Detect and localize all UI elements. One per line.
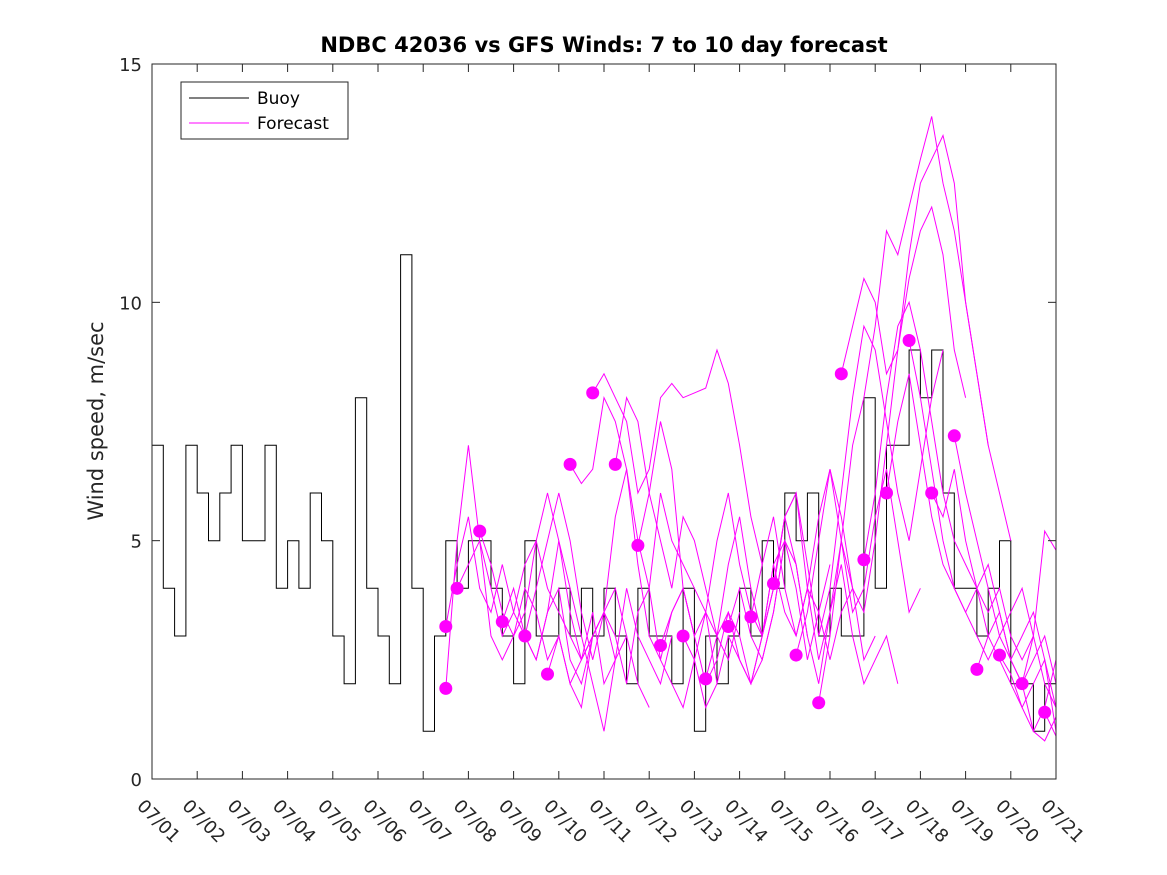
forecast-start-marker-19 bbox=[834, 367, 848, 381]
chart-title: NDBC 42036 vs GFS Winds: 7 to 10 day for… bbox=[320, 33, 887, 57]
forecast-start-marker-18 bbox=[812, 696, 826, 710]
x-tick-label: 07/09 bbox=[494, 796, 546, 848]
x-tick-label: 07/14 bbox=[720, 796, 772, 848]
forecast-start-marker-4 bbox=[495, 615, 509, 629]
forecast-start-marker-24 bbox=[947, 429, 961, 443]
forecast-start-marker-5 bbox=[518, 629, 532, 643]
forecast-start-marker-11 bbox=[654, 639, 667, 653]
forecast-start-marker-21 bbox=[880, 486, 893, 500]
forecast-start-marker-20 bbox=[857, 553, 871, 567]
forecast-start-marker-15 bbox=[744, 610, 758, 624]
y-tick-label: 10 bbox=[119, 293, 142, 314]
x-tick-label: 07/13 bbox=[675, 796, 727, 848]
forecast-start-marker-0 bbox=[439, 681, 453, 695]
forecast-run-line-23 bbox=[931, 469, 1057, 732]
forecast-run-line-16 bbox=[773, 324, 944, 637]
forecast-start-marker-3 bbox=[473, 524, 487, 538]
forecast-run-line-21 bbox=[886, 373, 1057, 685]
forecast-run-line-25 bbox=[976, 529, 1057, 686]
y-tick-label: 5 bbox=[131, 532, 142, 553]
forecast-start-marker-23 bbox=[925, 486, 939, 500]
forecast-run-line-9 bbox=[614, 396, 786, 637]
forecast-start-marker-26 bbox=[993, 648, 1006, 662]
forecast-start-marker-10 bbox=[631, 538, 645, 552]
forecast-start-marker-16 bbox=[767, 577, 780, 591]
buoy-series-line bbox=[152, 254, 1057, 732]
x-tick-label: 07/05 bbox=[313, 796, 365, 848]
legend-box bbox=[180, 81, 349, 140]
plot-area bbox=[151, 63, 1057, 780]
forecast-run-line-14 bbox=[727, 539, 899, 686]
x-tick-label: 07/16 bbox=[810, 796, 862, 848]
forecast-run-line-4 bbox=[501, 540, 673, 732]
forecast-run-line-6 bbox=[547, 586, 718, 710]
legend-buoy-label: Buoy bbox=[257, 89, 300, 109]
x-tick-label: 07/17 bbox=[856, 796, 908, 848]
plot-background bbox=[152, 64, 1056, 779]
forecast-run-line-24 bbox=[953, 435, 1057, 708]
forecast-run-line-22 bbox=[908, 340, 1057, 708]
forecast-run-line-8 bbox=[592, 348, 763, 565]
forecast-start-marker-9 bbox=[608, 457, 622, 471]
y-axis: 0 5 10 15 bbox=[119, 55, 1056, 791]
forecast-start-marker-1 bbox=[439, 619, 453, 633]
forecast-run-line-18 bbox=[818, 116, 989, 703]
x-tick-label: 07/01 bbox=[132, 796, 184, 848]
forecast-start-marker-2 bbox=[450, 581, 464, 595]
x-tick-label: 07/04 bbox=[268, 796, 320, 848]
forecast-start-marker-12 bbox=[676, 629, 690, 643]
forecast-start-marker-25 bbox=[970, 662, 984, 676]
x-tick-label: 07/21 bbox=[1036, 796, 1088, 848]
x-tick-label: 07/10 bbox=[539, 796, 591, 848]
x-tick-label: 07/06 bbox=[358, 796, 410, 848]
x-tick-label: 07/15 bbox=[765, 796, 817, 848]
y-tick-label: 15 bbox=[119, 55, 142, 76]
forecast-start-marker-7 bbox=[563, 457, 577, 471]
x-tick-label: 07/11 bbox=[584, 796, 636, 848]
forecast-start-marker-27 bbox=[1015, 677, 1029, 691]
x-tick-label: 07/08 bbox=[449, 796, 501, 848]
x-tick-label: 07/07 bbox=[404, 796, 456, 848]
forecast-start-marker-17 bbox=[789, 648, 803, 662]
forecast-run-line-27 bbox=[1021, 683, 1057, 742]
x-tick-label: 07/18 bbox=[901, 796, 953, 848]
x-tick-label: 07/03 bbox=[223, 796, 275, 848]
x-tick-label: 07/19 bbox=[946, 796, 998, 848]
forecast-run-line-11 bbox=[660, 540, 831, 686]
forecast-start-marker-28 bbox=[1038, 705, 1052, 719]
forecast-run-line-5 bbox=[524, 469, 695, 662]
y-tick-label: 0 bbox=[131, 770, 142, 791]
x-tick-label: 07/02 bbox=[178, 796, 230, 848]
y-axis-label: Wind speed, m/sec bbox=[84, 321, 108, 520]
forecast-start-marker-13 bbox=[699, 672, 713, 686]
forecast-run-line-7 bbox=[569, 396, 741, 662]
series-layer bbox=[152, 116, 1057, 742]
forecast-run-line-19 bbox=[840, 134, 1012, 541]
x-tick-label: 07/20 bbox=[991, 796, 1043, 848]
forecast-run-line-26 bbox=[999, 654, 1057, 733]
forecast-start-marker-14 bbox=[721, 619, 735, 633]
legend: Buoy Forecast bbox=[180, 81, 349, 140]
forecast-start-marker-6 bbox=[541, 667, 554, 681]
x-tick-label: 07/12 bbox=[630, 796, 682, 848]
forecast-run-line-20 bbox=[863, 300, 1034, 661]
forecast-start-marker-8 bbox=[586, 386, 600, 400]
legend-forecast-label: Forecast bbox=[257, 114, 329, 134]
forecast-start-marker-22 bbox=[902, 333, 916, 347]
